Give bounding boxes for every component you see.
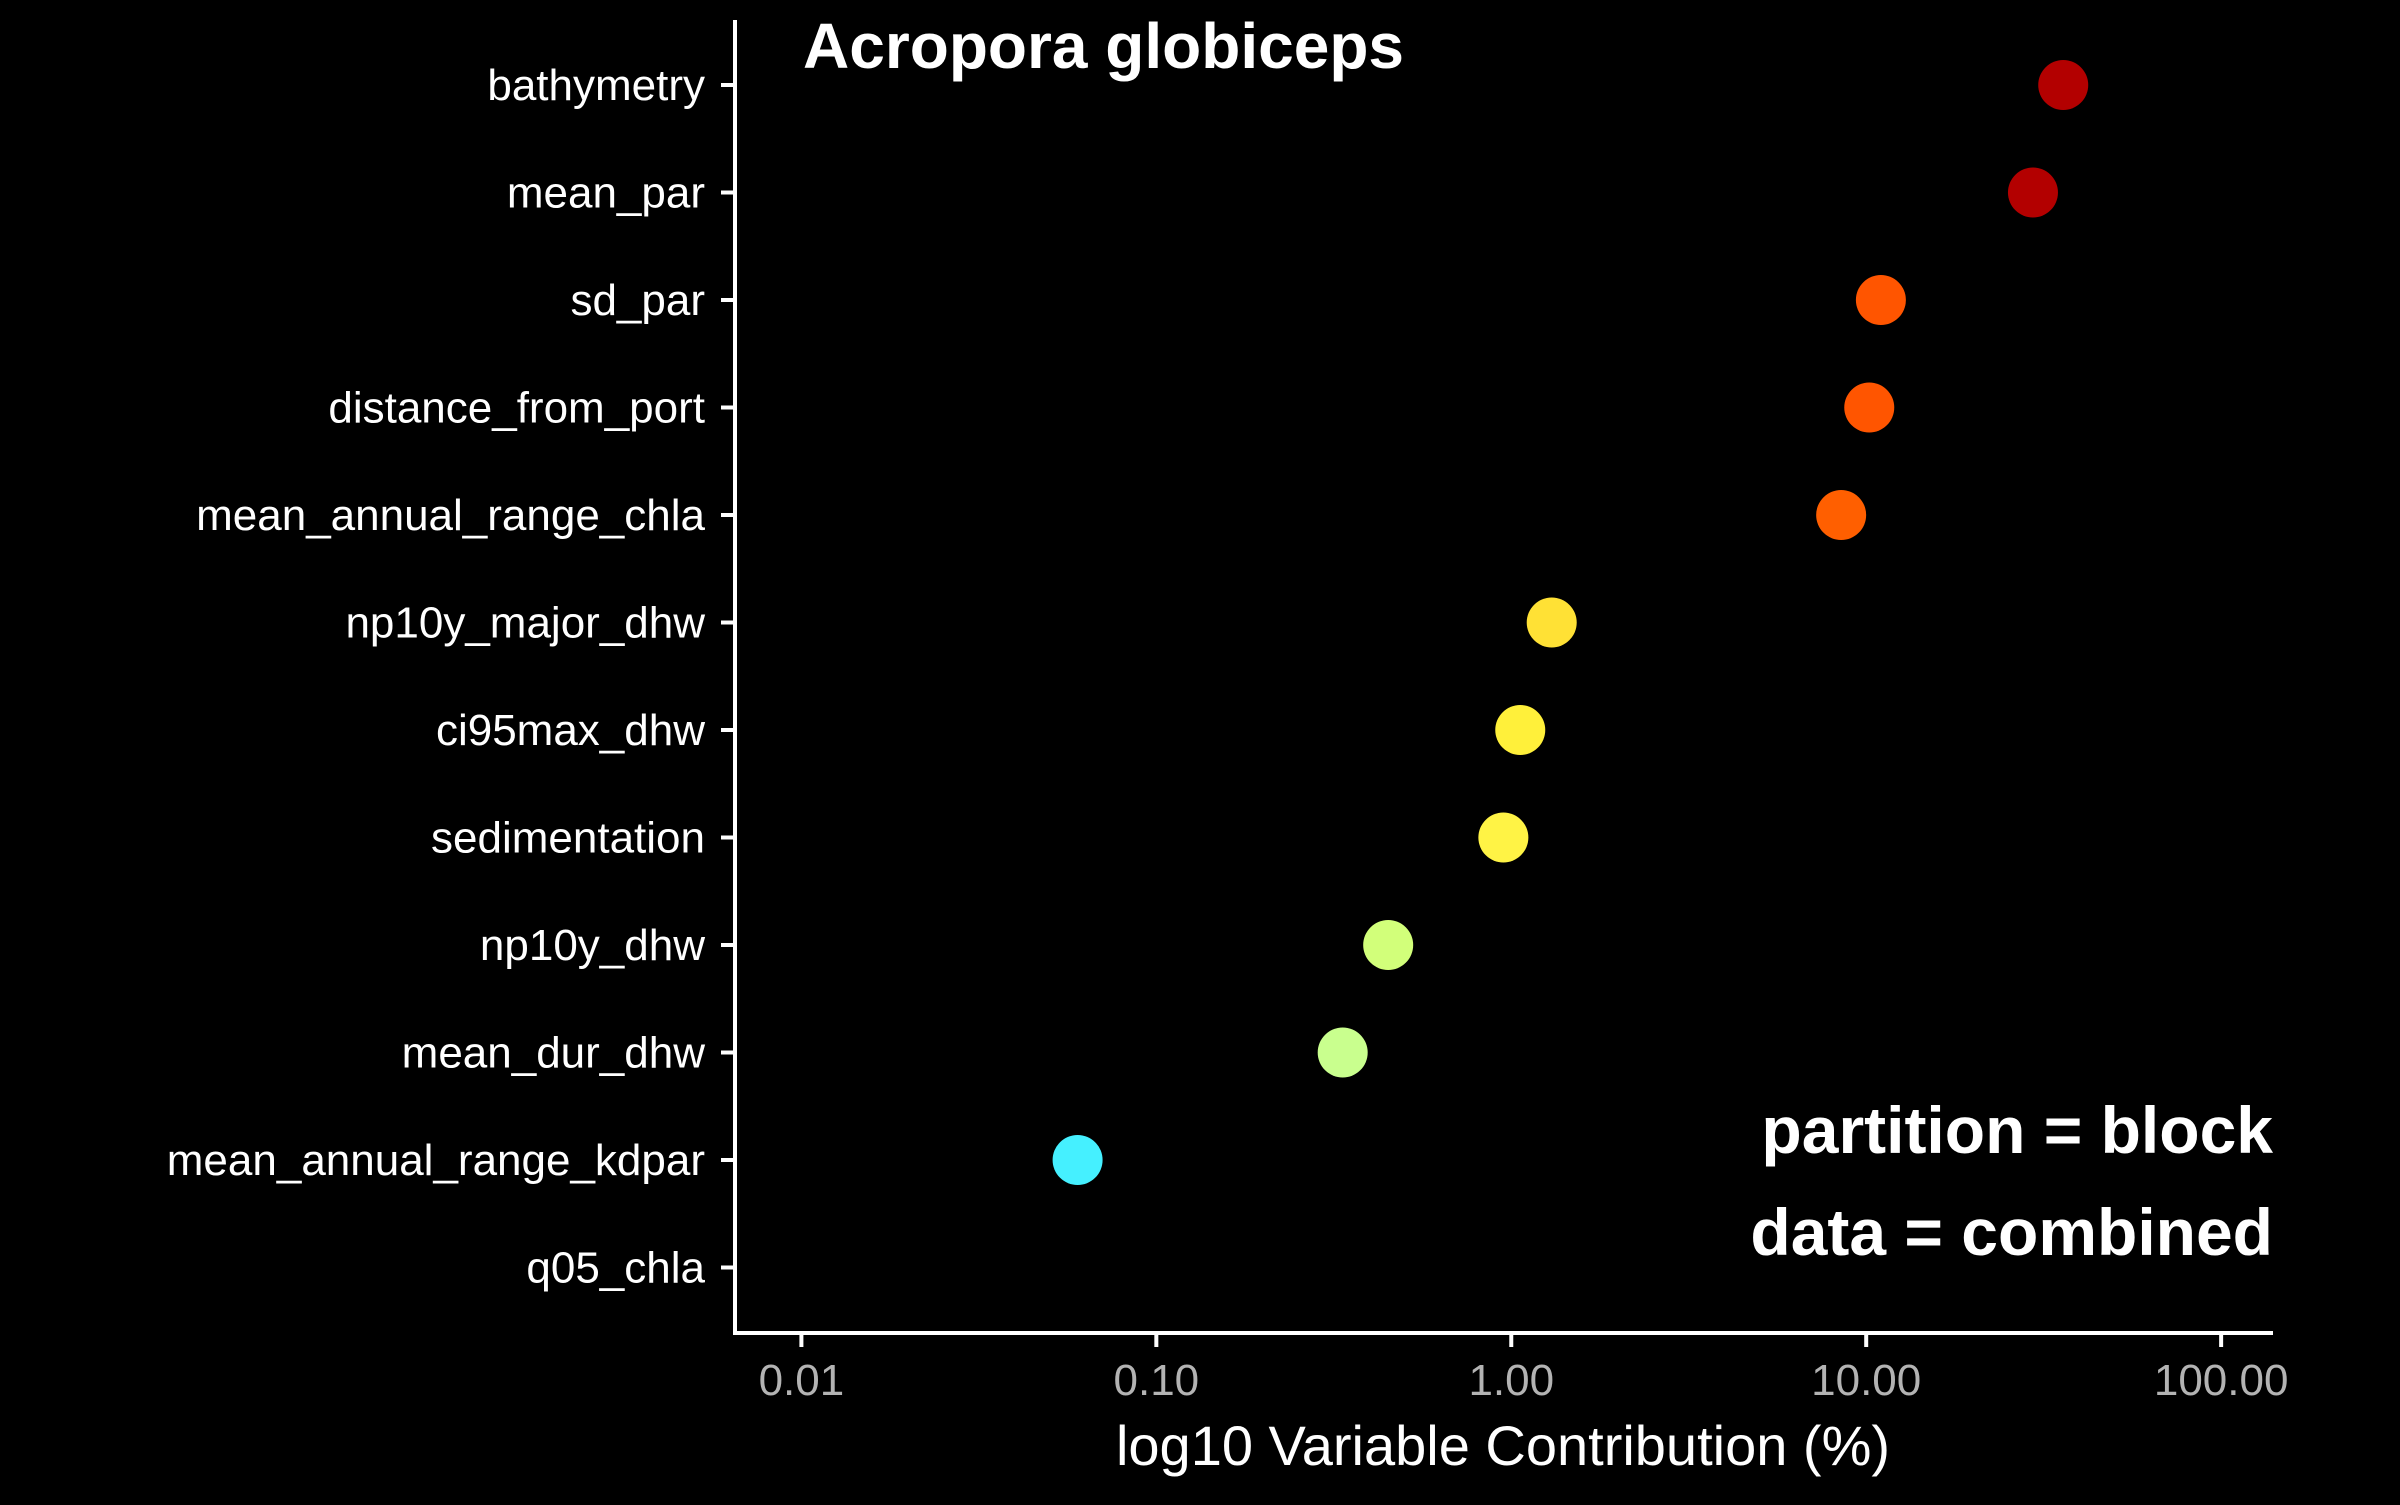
data-point	[1478, 812, 1529, 863]
data-point	[1495, 705, 1546, 755]
y-tick-label: mean_dur_dhw	[402, 1029, 706, 1078]
data-point	[1317, 1027, 1368, 1078]
y-tick-label: mean_annual_range_kdpar	[167, 1136, 705, 1185]
x-tick-label: 100.00	[2154, 1356, 2289, 1405]
y-tick-label: mean_annual_range_chla	[196, 491, 705, 540]
chart-title: Acropora globiceps	[803, 10, 1404, 82]
data-point	[1363, 920, 1414, 970]
data-point	[1526, 597, 1577, 648]
x-tick-label: 0.10	[1114, 1356, 1200, 1405]
y-tick-label: ci95max_dhw	[436, 706, 705, 755]
annotation-data: data = combined	[1750, 1195, 2273, 1269]
y-tick-label: sd_par	[570, 276, 705, 325]
data-point	[1816, 490, 1867, 540]
y-tick-label: np10y_major_dhw	[345, 599, 705, 648]
y-tick-label: mean_par	[507, 169, 705, 218]
x-axis-title: log10 Variable Contribution (%)	[1116, 1414, 1890, 1477]
annotation-partition: partition = block	[1761, 1093, 2273, 1167]
data-point	[2007, 167, 2058, 218]
data-point	[1855, 275, 1906, 325]
data-point	[1052, 1135, 1103, 1185]
data-point	[2038, 60, 2089, 110]
data-points	[1052, 60, 2089, 1185]
y-tick-label: bathymetry	[487, 61, 705, 110]
y-tick-label: q05_chla	[526, 1244, 705, 1293]
x-axis-ticks: 0.01 0.10 1.00 10.00 100.00	[759, 1333, 2289, 1405]
y-tick-label: distance_from_port	[328, 384, 705, 433]
x-tick-label: 0.01	[759, 1356, 845, 1405]
y-tick-label: np10y_dhw	[480, 921, 705, 970]
y-axis-ticks: bathymetry mean_par sd_par distance_from_po…	[167, 61, 735, 1293]
x-tick-label: 1.00	[1468, 1356, 1554, 1405]
x-tick-label: 10.00	[1811, 1356, 1921, 1405]
y-tick-label: sedimentation	[431, 814, 705, 863]
data-point	[1844, 382, 1895, 433]
